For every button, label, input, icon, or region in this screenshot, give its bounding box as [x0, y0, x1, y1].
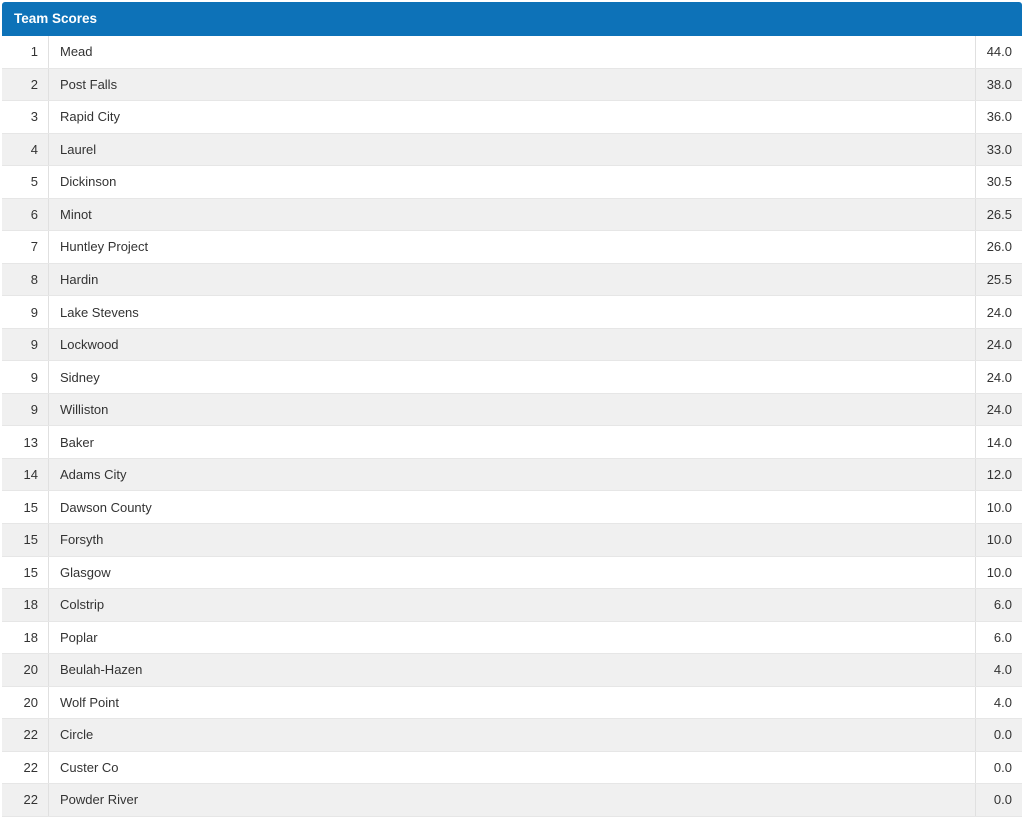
table-row[interactable]: 9 Williston 24.0: [2, 393, 1022, 427]
team-cell: Adams City: [60, 467, 127, 483]
score-cell: 30.5: [975, 166, 1022, 198]
score-cell: 0.0: [975, 719, 1022, 751]
rank-cell: 15: [2, 491, 49, 523]
rank-cell: 4: [2, 133, 49, 166]
rank-cell: 7: [2, 231, 49, 263]
table-row[interactable]: 20 Wolf Point 4.0: [2, 686, 1022, 720]
score-cell: 26.0: [975, 231, 1022, 263]
score-cell: 10.0: [975, 523, 1022, 556]
table-row[interactable]: 20 Beulah-Hazen 4.0: [2, 654, 1022, 687]
team-cell: Beulah-Hazen: [60, 662, 143, 678]
team-cell: Powder River: [60, 792, 139, 808]
team-cell: Minot: [60, 206, 92, 222]
rank-cell: 18: [2, 621, 49, 654]
score-cell: 10.0: [975, 556, 1022, 589]
score-cell: 25.5: [975, 263, 1022, 296]
table-row[interactable]: 18 Poplar 6.0: [2, 621, 1022, 655]
team-cell: Hardin: [60, 271, 99, 287]
table-row[interactable]: 22 Custer Co 0.0: [2, 751, 1022, 785]
rank-cell: 18: [2, 589, 49, 621]
team-cell: Poplar: [60, 629, 98, 645]
team-cell: Mead: [60, 44, 93, 60]
team-cell: Glasgow: [60, 564, 111, 580]
score-cell: 44.0: [975, 36, 1022, 68]
team-cell: Dickinson: [60, 174, 117, 190]
rank-cell: 22: [2, 719, 49, 751]
rank-cell: 6: [2, 198, 49, 231]
table-row[interactable]: 15 Dawson County 10.0: [2, 491, 1022, 524]
table-row[interactable]: 2 Post Falls 38.0: [2, 68, 1022, 102]
score-cell: 24.0: [975, 393, 1022, 426]
rank-cell: 20: [2, 654, 49, 686]
score-cell: 4.0: [975, 654, 1022, 686]
table-row[interactable]: 4 Laurel 33.0: [2, 133, 1022, 167]
team-cell: Lockwood: [60, 337, 119, 353]
table-row[interactable]: 3 Rapid City 36.0: [2, 101, 1022, 134]
table-row[interactable]: 13 Baker 14.0: [2, 426, 1022, 459]
score-cell: 24.0: [975, 328, 1022, 361]
score-cell: 33.0: [975, 133, 1022, 166]
team-cell: Wolf Point: [60, 694, 120, 710]
score-cell: 0.0: [975, 751, 1022, 784]
score-cell: 26.5: [975, 198, 1022, 231]
rank-cell: 5: [2, 166, 49, 198]
rank-cell: 15: [2, 523, 49, 556]
score-cell: 36.0: [975, 101, 1022, 133]
rank-cell: 20: [2, 686, 49, 719]
score-cell: 10.0: [975, 491, 1022, 523]
table-row[interactable]: 7 Huntley Project 26.0: [2, 231, 1022, 264]
score-cell: 24.0: [975, 296, 1022, 328]
table-row[interactable]: 15 Glasgow 10.0: [2, 556, 1022, 590]
score-cell: 4.0: [975, 686, 1022, 719]
team-cell: Circle: [60, 727, 94, 743]
table-row[interactable]: 1 Mead 44.0: [2, 36, 1022, 69]
table-row[interactable]: 22 Powder River 0.0: [2, 784, 1022, 817]
score-cell: 6.0: [975, 589, 1022, 621]
table-row[interactable]: 9 Lake Stevens 24.0: [2, 296, 1022, 329]
team-cell: Colstrip: [60, 597, 105, 613]
score-cell: 14.0: [975, 426, 1022, 458]
team-cell: Huntley Project: [60, 239, 149, 255]
rank-cell: 22: [2, 751, 49, 784]
rank-cell: 15: [2, 556, 49, 589]
team-cell: Lake Stevens: [60, 304, 139, 320]
rank-cell: 1: [2, 36, 49, 68]
rank-cell: 9: [2, 328, 49, 361]
score-cell: 6.0: [975, 621, 1022, 654]
score-cell: 0.0: [975, 784, 1022, 816]
team-cell: Post Falls: [60, 76, 118, 92]
rank-cell: 9: [2, 361, 49, 393]
rank-cell: 9: [2, 393, 49, 426]
rank-cell: 14: [2, 458, 49, 491]
team-cell: Sidney: [60, 369, 100, 385]
table-row[interactable]: 5 Dickinson 30.5: [2, 166, 1022, 199]
table-row[interactable]: 9 Lockwood 24.0: [2, 328, 1022, 362]
rank-cell: 2: [2, 68, 49, 101]
team-cell: Laurel: [60, 141, 97, 157]
score-cell: 38.0: [975, 68, 1022, 101]
team-scores-table: 1 Mead 44.0 2 Post Falls 38.0 3 Rapid Ci…: [2, 36, 1022, 817]
team-cell: Forsyth: [60, 532, 104, 548]
table-row[interactable]: 15 Forsyth 10.0: [2, 523, 1022, 557]
team-cell: Baker: [60, 434, 94, 450]
score-cell: 24.0: [975, 361, 1022, 393]
table-row[interactable]: 8 Hardin 25.5: [2, 263, 1022, 297]
table-row[interactable]: 6 Minot 26.5: [2, 198, 1022, 232]
rank-cell: 9: [2, 296, 49, 328]
score-cell: 12.0: [975, 458, 1022, 491]
team-cell: Rapid City: [60, 109, 120, 125]
team-cell: Custer Co: [60, 759, 119, 775]
rank-cell: 22: [2, 784, 49, 816]
rank-cell: 3: [2, 101, 49, 133]
team-cell: Williston: [60, 402, 109, 418]
table-row[interactable]: 22 Circle 0.0: [2, 719, 1022, 752]
table-row[interactable]: 9 Sidney 24.0: [2, 361, 1022, 394]
team-cell: Dawson County: [60, 499, 152, 515]
table-row[interactable]: 14 Adams City 12.0: [2, 458, 1022, 492]
rank-cell: 8: [2, 263, 49, 296]
rank-cell: 13: [2, 426, 49, 458]
table-row[interactable]: 18 Colstrip 6.0: [2, 589, 1022, 622]
team-scores-header: Team Scores: [2, 2, 1022, 36]
